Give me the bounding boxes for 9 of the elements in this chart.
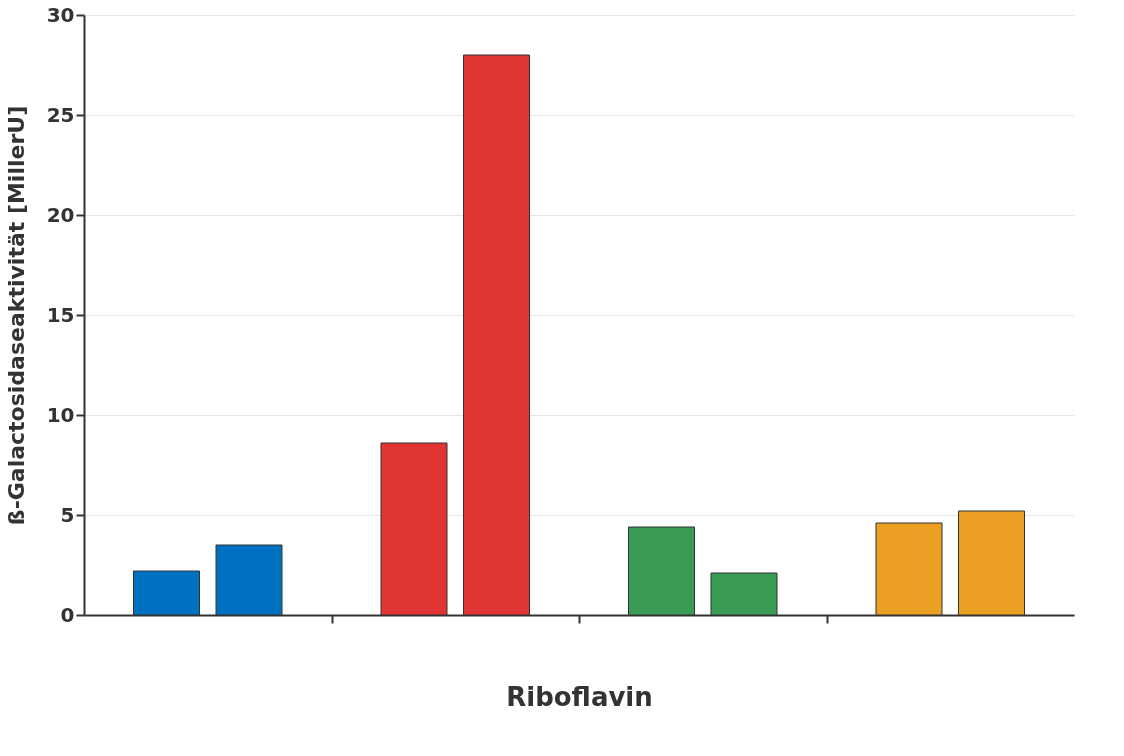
y-tick-label: 5 <box>60 502 75 527</box>
y-tick-label: 0 <box>60 602 75 627</box>
y-tick-label: 10 <box>46 402 75 427</box>
x-axis-title: Riboflavin <box>506 681 653 712</box>
y-tick-label: 30 <box>46 2 75 27</box>
y-tick-label: 20 <box>46 202 75 227</box>
y-axis-title: ß-Galactosidaseaktivität [MillerU] <box>3 105 29 526</box>
y-tick-label: 15 <box>46 302 75 327</box>
y-tick-label: 25 <box>46 102 75 127</box>
